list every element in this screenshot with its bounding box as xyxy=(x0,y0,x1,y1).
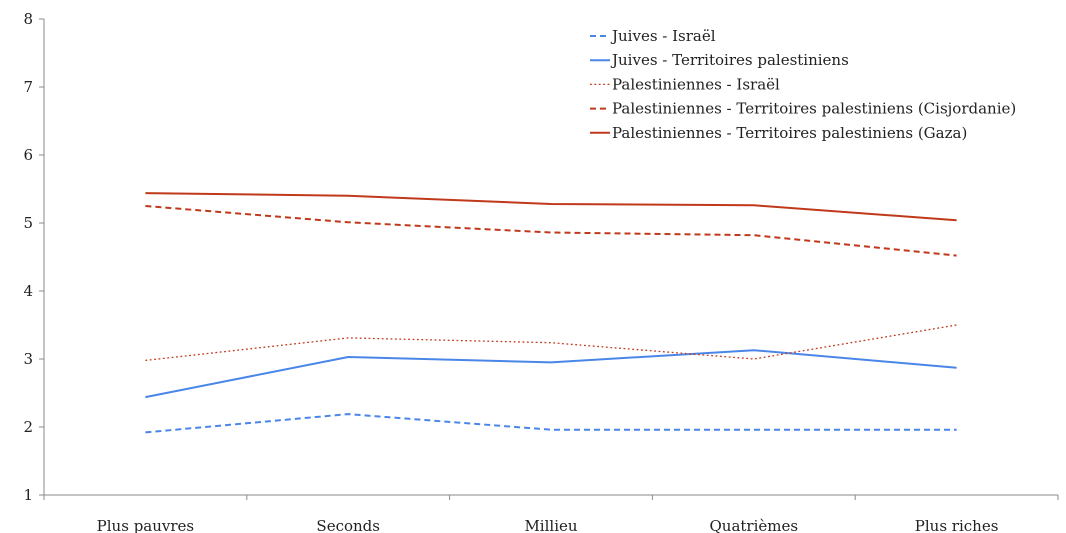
x-tick-label: Quatrièmes xyxy=(710,517,799,533)
y-tick-label: 7 xyxy=(23,78,33,96)
legend-label-3: Palestiniennes - Israël xyxy=(612,75,780,93)
y-tick-label: 8 xyxy=(23,10,33,28)
legend-label-5: Palestiniennes - Territoires palestinien… xyxy=(612,124,967,142)
y-tick-label: 4 xyxy=(23,282,33,300)
y-tick-label: 5 xyxy=(23,214,33,232)
series-line-2 xyxy=(145,349,957,399)
y-tick-label: 1 xyxy=(23,486,33,504)
y-tick-label: 6 xyxy=(23,146,33,164)
y-tick-label: 2 xyxy=(23,418,33,436)
series-line-1 xyxy=(145,413,957,434)
legend-label-2: Juives - Territoires palestiniens xyxy=(610,51,849,69)
legend: Juives - Israël Juives - Territoires pale… xyxy=(590,27,1016,142)
x-tick-label: Seconds xyxy=(316,517,380,533)
x-tick-label: Millieu xyxy=(524,517,577,533)
y-tick-label: 3 xyxy=(23,350,33,368)
legend-label-4: Palestiniennes - Territoires palestinien… xyxy=(612,100,1016,118)
legend-label-1: Juives - Israël xyxy=(610,27,716,45)
x-tick-label: Plus riches xyxy=(915,517,999,533)
series-line-5 xyxy=(145,192,957,222)
series-line-3 xyxy=(145,324,957,362)
series-line-4 xyxy=(145,205,957,257)
series-layer xyxy=(145,192,957,434)
axes: 1 2 3 4 5 6 7 8 Plus pauvres Seconds Millieu Quatri… xyxy=(23,10,1059,533)
x-tick-label: Plus pauvres xyxy=(97,517,194,533)
